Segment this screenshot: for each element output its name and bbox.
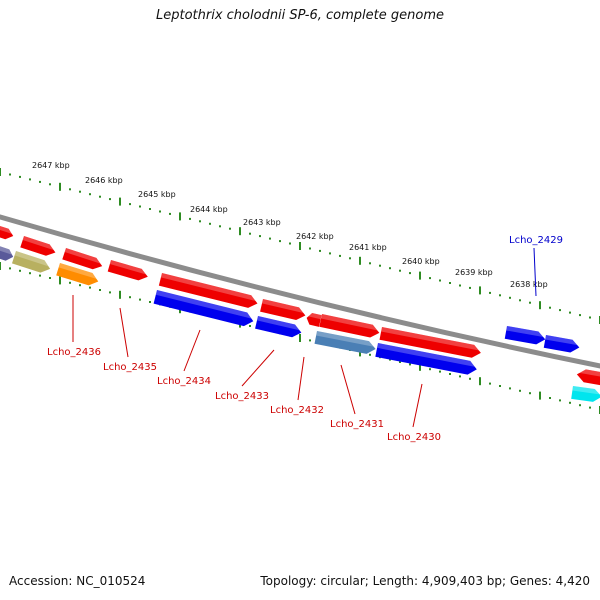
gene-arrow-body xyxy=(107,260,148,281)
genome-summary-text: Topology: circular; Length: 4,909,403 bp… xyxy=(260,574,590,588)
gene-arrow-body xyxy=(375,343,477,375)
gene-label-leader xyxy=(412,383,423,428)
gene-arrow-body xyxy=(11,251,51,273)
gene-arrow-body xyxy=(255,316,302,338)
gene-features xyxy=(0,224,600,403)
gene-label-reverse[interactable]: Lcho_2435 xyxy=(103,362,157,373)
accession-text: Accession: NC_010524 xyxy=(9,574,146,588)
gene-label-leader xyxy=(241,349,275,387)
gene-arrow-highlight xyxy=(377,343,478,368)
gene-arrow-highlight xyxy=(0,224,14,235)
gene-arrow[interactable] xyxy=(0,245,15,263)
gene-arrow[interactable] xyxy=(543,335,581,354)
gene-label-reverse[interactable]: Lcho_2431 xyxy=(330,419,384,430)
gene-arrow[interactable] xyxy=(379,327,483,359)
gene-arrow-highlight xyxy=(321,314,380,331)
gene-arrow[interactable] xyxy=(314,331,377,355)
gene-arrow-body xyxy=(158,273,258,308)
gene-label-reverse[interactable]: Lcho_2436 xyxy=(47,347,101,358)
gene-label-reverse[interactable]: Lcho_2432 xyxy=(270,405,324,416)
gene-arrow-body xyxy=(0,224,14,240)
scale-label: 2639 kbp xyxy=(455,268,493,277)
gene-label-forward[interactable]: Lcho_2429 xyxy=(509,235,563,246)
gene-arrow-body xyxy=(0,245,14,261)
gene-arrow-body xyxy=(260,299,306,320)
gene-arrow-highlight xyxy=(22,236,56,251)
gene-arrow-highlight xyxy=(0,245,14,256)
gene-arrow-highlight xyxy=(316,331,377,348)
gene-arrow-body xyxy=(56,263,99,286)
scale-labels: 2647 kbp 2646 kbp 2645 kbp 2644 kbp 2643 kbp… xyxy=(32,161,548,289)
gene-arrow[interactable] xyxy=(0,224,15,241)
gene-arrow[interactable] xyxy=(62,248,104,272)
gene-arrow[interactable] xyxy=(571,386,600,403)
gene-arrow[interactable] xyxy=(305,312,322,327)
gene-arrow[interactable] xyxy=(56,263,100,288)
gene-arrow-highlight xyxy=(109,260,149,276)
gene-arrow-body xyxy=(319,314,380,338)
scale-label: 2646 kbp xyxy=(85,176,123,185)
gene-arrow[interactable] xyxy=(158,273,259,310)
gene-arrow[interactable] xyxy=(260,299,307,322)
scale-label: 2641 kbp xyxy=(349,243,387,252)
gene-arrow-highlight xyxy=(506,326,546,338)
gene-arrow-highlight xyxy=(58,263,99,280)
gene-arrow-highlight xyxy=(64,248,103,265)
gene-arrow-highlight xyxy=(256,316,302,331)
scale-label: 2638 kbp xyxy=(510,280,548,289)
gene-label-reverse[interactable]: Lcho_2430 xyxy=(387,432,441,443)
gene-arrow-body xyxy=(62,248,103,270)
scale-label: 2645 kbp xyxy=(138,190,176,199)
backbone-line xyxy=(0,214,600,369)
gene-arrow-body xyxy=(543,335,580,353)
gene-arrow-highlight xyxy=(14,251,51,268)
gene-arrow-highlight xyxy=(545,335,580,346)
outer-scale-ticks xyxy=(0,168,600,324)
gene-label-reverse[interactable]: Lcho_2434 xyxy=(157,376,211,387)
gene-arrow-body xyxy=(20,236,56,256)
gene-arrow-highlight xyxy=(155,290,254,320)
gene-arrow[interactable] xyxy=(20,236,57,258)
gene-arrow-highlight xyxy=(381,327,482,351)
gene-arrow[interactable] xyxy=(576,368,600,387)
gene-arrow-body xyxy=(306,312,322,327)
gene-arrow-highlight xyxy=(307,312,322,320)
gene-arrow[interactable] xyxy=(319,314,380,339)
scale-label: 2647 kbp xyxy=(32,161,70,170)
gene-label-leader xyxy=(533,247,537,297)
gene-arrow[interactable] xyxy=(11,251,52,275)
gene-arrow-highlight xyxy=(160,273,258,302)
gene-arrow[interactable] xyxy=(255,316,303,339)
gene-arrow[interactable] xyxy=(375,343,478,376)
scale-label: 2643 kbp xyxy=(243,218,281,227)
scale-label: 2644 kbp xyxy=(190,205,228,214)
gene-label-leader xyxy=(183,329,201,372)
gene-arrow-highlight xyxy=(261,299,306,314)
gene-label-leader xyxy=(119,307,129,358)
scale-label: 2640 kbp xyxy=(402,257,440,266)
gene-label-leader xyxy=(340,364,356,415)
gene-arrow-body xyxy=(314,331,376,354)
gene-label-leader xyxy=(297,356,305,401)
gene-arrow-body xyxy=(504,326,546,345)
gene-arrow-highlight xyxy=(572,386,600,395)
gene-label-reverse[interactable]: Lcho_2433 xyxy=(215,391,269,402)
map-title: Leptothrix cholodnii SP-6, complete geno… xyxy=(156,8,444,23)
gene-arrow[interactable] xyxy=(504,326,547,346)
scale-label: 2642 kbp xyxy=(296,232,334,241)
gene-arrow-body xyxy=(379,327,481,358)
gene-arrow[interactable] xyxy=(107,260,150,283)
gene-arrow-body xyxy=(153,290,254,327)
gene-arrow-body xyxy=(571,386,600,402)
gene-arrow[interactable] xyxy=(153,290,255,328)
